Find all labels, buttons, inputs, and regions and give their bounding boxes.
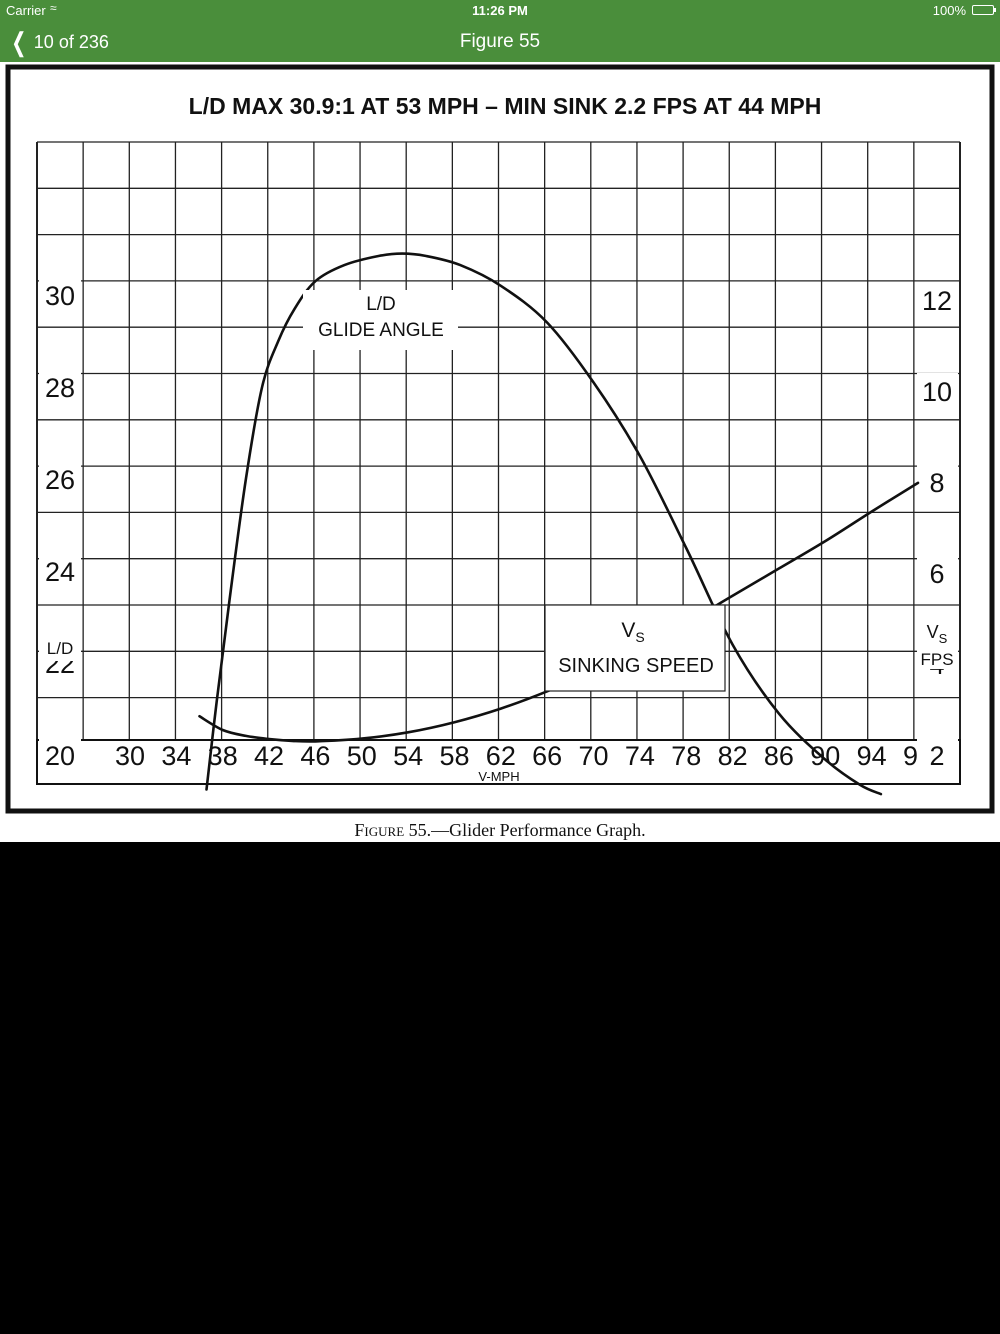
y-left-axis-label: L/D [47,639,73,658]
y-left-tick-label: 30 [45,281,75,311]
glider-performance-chart: L/D MAX 30.9:1 AT 53 MPH – MIN SINK 2.2 … [5,64,995,814]
x-tick-label: 94 [857,741,887,771]
battery-icon [972,5,996,15]
x-tick-label: 86 [764,741,794,771]
x-tick-label: 90 [810,741,840,771]
y-right-axis-label-fps: FPS [920,650,953,669]
y-left-tick-label: 24 [45,557,75,587]
caption-prefix: Figure [354,820,405,840]
y-left-tick-label: 20 [45,741,75,771]
ld-curve-label-line2: GLIDE ANGLE [318,320,444,341]
x-tick-label: 66 [532,741,562,771]
status-bar: Carrier ≈ 11:26 PM 100% [0,0,1000,22]
x-tick-label: 62 [486,741,516,771]
vs-curve-label-line2: SINKING SPEED [558,655,714,677]
grid [36,141,961,785]
chart-title: L/D MAX 30.9:1 AT 53 MPH – MIN SINK 2.2 … [189,93,822,119]
x-tick-label: 78 [671,741,701,771]
carrier-label: Carrier [6,3,46,18]
chevron-left-icon: ❮ [11,27,27,57]
x-tick-label: 74 [625,741,655,771]
y-right-tick-bg [917,737,958,771]
y-right-label-bg [917,619,958,669]
y-right-tick-label: 2 [929,741,944,771]
y-left-tick-label: 26 [45,465,75,495]
back-button[interactable]: ❮ 10 of 236 [8,28,109,56]
ld-label-bg [303,290,458,350]
curves [198,252,920,796]
y-right-tick-bg [917,373,958,407]
chart-frame [5,64,995,814]
x-tick-label: 58 [439,741,469,771]
wifi-icon: ≈ [50,1,57,15]
x-tick-label: 54 [393,741,423,771]
figure-caption: Figure 55.—Glider Performance Graph. [0,820,1000,841]
y-left-tick-bg [39,553,81,587]
tick-labels: 303438424650545862667074788286909498V-MP… [39,277,958,784]
y-right-tick-label: 12 [922,286,952,316]
y-right-tick-bg [917,464,958,498]
y-right-tick-label: 6 [929,559,944,589]
sinking-speed-curve [198,481,920,743]
nav-bar: ❮ 10 of 236 Figure 55 [0,22,1000,62]
y-left-tick-bg [39,461,81,495]
y-left-tick-label: 28 [45,373,75,403]
y-left-tick-bg [39,369,81,403]
ld-glide-angle-curve [205,252,883,796]
y-right-tick-bg [917,282,958,316]
x-axis-label: V-MPH [478,769,519,784]
y-right-tick-label: 8 [929,468,944,498]
ld-curve-label-line1: L/D [366,294,396,315]
vs-label-box [544,604,726,692]
y-left-tick-bg [39,737,81,771]
clock: 11:26 PM [472,3,528,18]
figure-area: L/D MAX 30.9:1 AT 53 MPH – MIN SINK 2.2 … [0,62,1000,842]
y-left-tick-bg [39,277,81,311]
x-tick-label: 30 [115,741,145,771]
x-tick-label: 70 [579,741,609,771]
x-tick-label: 50 [347,741,377,771]
x-tick-label: 82 [718,741,748,771]
x-tick-label: 46 [300,741,330,771]
y-right-tick-label: 10 [922,377,952,407]
y-right-tick-bg [917,555,958,589]
x-tick-label: 34 [161,741,191,771]
x-tick-label: 42 [254,741,284,771]
page-title: Figure 55 [459,31,541,52]
caption-text: 55.—Glider Performance Graph. [408,820,646,840]
back-button-label: 10 of 236 [33,31,109,52]
x-axis-band [36,739,961,785]
y-left-label-bg [39,635,81,661]
battery-percent: 100% [932,3,966,18]
